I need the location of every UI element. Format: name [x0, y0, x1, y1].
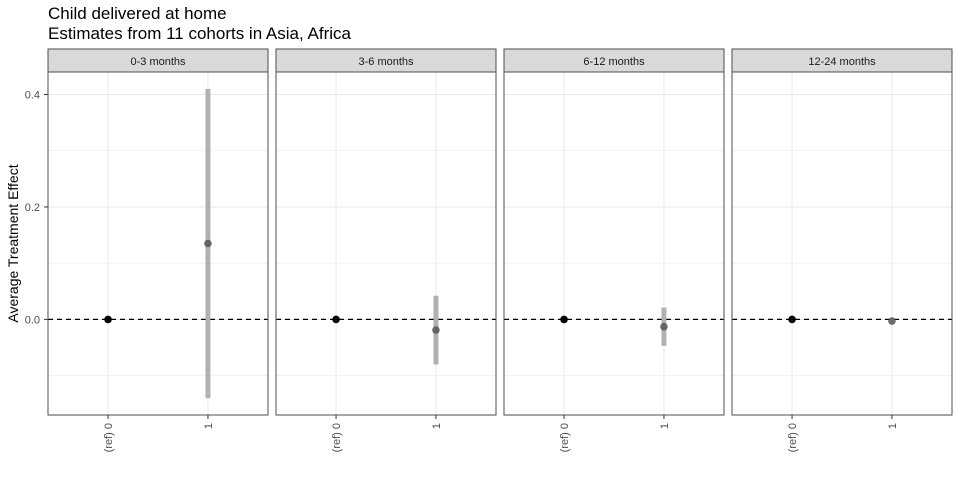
estimate-point	[888, 317, 896, 325]
facet-strip-label: 6-12 months	[583, 56, 645, 68]
chart-subtitle: Estimates from 11 cohorts in Asia, Afric…	[48, 24, 351, 43]
reference-point	[788, 315, 796, 324]
panel-background	[504, 72, 724, 415]
y-tick-label: 0.0	[25, 314, 40, 326]
x-tick-label: 1	[659, 423, 671, 429]
facet-strip	[47, 48, 269, 73]
facet-strip-label: 3-6 months	[358, 56, 414, 68]
facet-strip	[503, 48, 725, 73]
facet-strip-label: 12-24 months	[808, 56, 876, 68]
x-tick-label: 1	[431, 423, 443, 429]
reference-point	[332, 315, 340, 324]
x-tick-label: 1	[887, 423, 899, 429]
x-tick-label: (ref) 0	[787, 423, 799, 452]
x-tick-label: (ref) 0	[331, 423, 343, 452]
chart-title-block: Child delivered at home Estimates from 1…	[48, 4, 351, 44]
estimate-point	[432, 326, 440, 334]
facet-strip	[275, 48, 497, 73]
reference-point	[560, 315, 568, 324]
facet-strip-label: 0-3 months	[130, 56, 186, 68]
x-tick-label: 1	[203, 423, 215, 429]
panel-background	[276, 72, 496, 415]
panel-background	[732, 72, 952, 415]
estimate-point	[660, 322, 668, 331]
panel-background	[48, 72, 268, 415]
x-tick-label: (ref) 0	[103, 423, 115, 452]
y-tick-label: 0.4	[25, 89, 40, 101]
y-axis-title: Average Treatment Effect	[5, 164, 21, 322]
reference-point	[104, 315, 112, 324]
x-tick-label: (ref) 0	[559, 423, 571, 452]
y-tick-label: 0.2	[25, 202, 40, 214]
facet-strip	[731, 48, 953, 73]
estimate-point	[204, 239, 212, 248]
chart-title: Child delivered at home	[48, 4, 227, 23]
